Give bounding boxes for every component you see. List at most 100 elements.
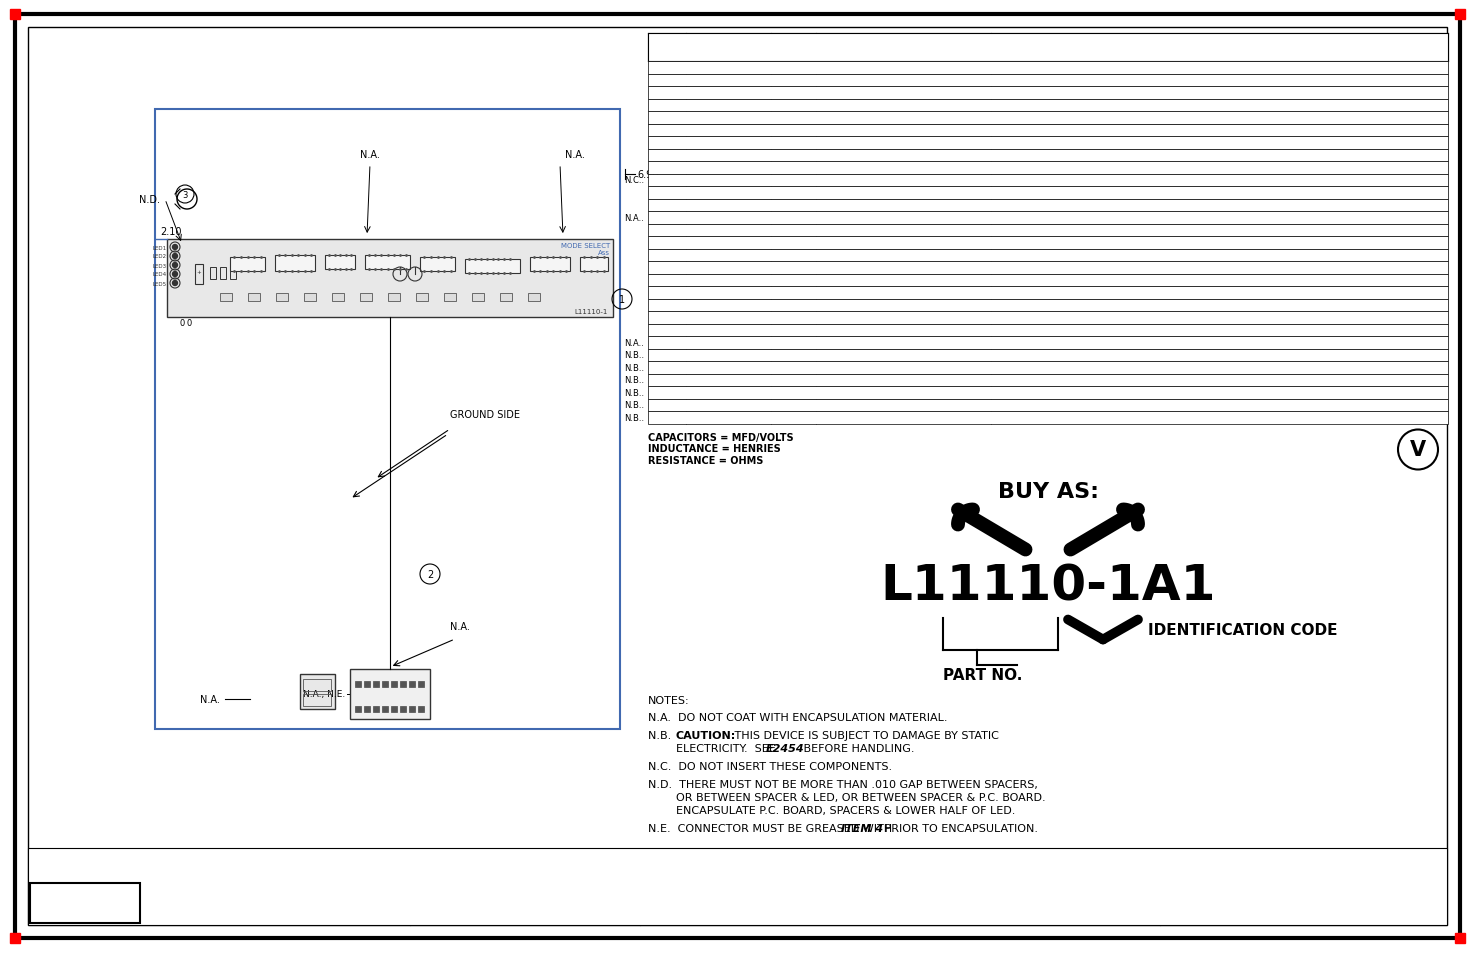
Text: ELECTRIC: ELECTRIC [58,904,112,914]
Bar [400,706,406,712]
Text: 23: 23 [662,351,673,360]
Bar [417,681,423,687]
Text: DESCRIPTION: DESCRIPTION [1187,44,1251,52]
Text: S10248-10: S10248-10 [687,201,733,210]
Text: E1844 OR WITH EQUIVALENT AS APPROVED: E1844 OR WITH EQUIVALENT AS APPROVED [648,872,875,882]
Text: P.C. BOARD BLANK: P.C. BOARD BLANK [993,64,1072,72]
Text: N.A..: N.A.. [624,213,645,222]
Text: N.C..: N.C.. [624,176,645,185]
Bar [230,268,236,280]
Text: INDUCTANCE = HENRIES: INDUCTANCE = HENRIES [648,444,780,454]
Text: 1ST INFO.: 1ST INFO. [226,880,255,885]
Text: 14: 14 [662,238,673,248]
Text: S19400-1000: S19400-1000 [687,301,743,310]
Text: C29,C30,C31,C32: C29,C30,C31,C32 [819,189,885,197]
Text: 4: 4 [664,101,670,111]
Text: 10K 1/2W TRIMMER: 10K 1/2W TRIMMER [993,263,1075,273]
Text: S19400-1002: S19400-1002 [687,226,743,235]
Bar [648,99,1448,112]
Text: 100 1/4W: 100 1/4W [993,301,1032,310]
Text: J04: J04 [819,201,830,210]
Text: R15,R16,R17,R18,R19,R26,R27: R15,R16,R17,R18,R19,R26,R27 [819,301,937,310]
Text: S17900-8: S17900-8 [687,351,729,360]
Text: 5: 5 [791,213,796,222]
Text: 1: 1 [791,388,796,397]
Bar [648,287,1448,299]
Text: 1: 1 [791,338,796,348]
Circle shape [173,273,177,277]
Bar [409,706,414,712]
Bar [373,681,379,687]
Text: 17: 17 [662,276,673,285]
Text: 13: 13 [662,226,673,235]
Text: 27: 27 [662,401,673,410]
Bar [167,240,614,317]
Text: R6: R6 [819,276,829,285]
Bar [648,150,1448,162]
Text: LED1: LED1 [153,245,167,251]
Text: 0.1/50V: 0.1/50V [993,138,1025,148]
Text: T13657-11: T13657-11 [687,213,733,222]
Text: 12: 12 [662,213,673,222]
Text: L11110-A: L11110-A [687,64,727,72]
Bar [364,706,370,712]
Text: 4: 4 [791,189,796,197]
Text: 4.75K 1/4W: 4.75K 1/4W [993,251,1041,260]
Text: BEFORE HANDLING.: BEFORE HANDLING. [799,743,914,754]
Bar [416,294,428,302]
Text: 2: 2 [791,263,796,273]
Bar [302,695,330,706]
Text: N.A.  DO NOT COAT WITH ENCAPSULATION MATERIAL.: N.A. DO NOT COAT WITH ENCAPSULATION MATE… [648,713,947,722]
Text: 1: 1 [791,314,796,322]
Text: ITEM: ITEM [655,44,678,52]
Text: 267 1/4W: 267 1/4W [993,314,1034,322]
Text: Dwg. Sheet No.: Dwg. Sheet No. [226,863,274,868]
Text: APPROVED:: APPROVED: [226,920,261,925]
Text: 10.0K 1/4W: 10.0K 1/4W [993,226,1041,235]
Text: IC,PI/SO 8-BIT(SS) SHIFT REGISTER: IC,PI/SO 8-BIT(SS) SHIFT REGISTER [993,388,1139,397]
Text: S17900-28: S17900-28 [687,375,733,385]
Text: R21,R23: R21,R23 [819,326,850,335]
Text: 19: 19 [662,301,673,310]
Bar [391,681,397,687]
Text: 20: 20 [662,314,673,322]
Text: S19400-2670: S19400-2670 [687,314,743,322]
Text: S16668-5: S16668-5 [687,164,729,172]
Text: X5: X5 [819,401,827,410]
Bar [304,294,316,302]
Text: 1: 1 [791,76,796,85]
Bar [648,62,1448,74]
Bar [465,260,521,274]
Text: L11110-1A1: L11110-1A1 [881,562,1215,610]
Text: DESIGN INFORMATION: DESIGN INFORMATION [333,863,403,868]
Text: FOR ITEMS BELOW REFER TO ELECTRONIC COMPONENT DATABASE FOR COMPONENT SPECIFICATI: FOR ITEMS BELOW REFER TO ELECTRONIC COMP… [872,115,1224,121]
Bar [28,848,1447,925]
Text: E3699: E3699 [687,101,714,111]
Text: R2,R4: R2,R4 [819,238,841,248]
Text: N.A., N.E.: N.A., N.E. [302,690,345,699]
Bar [364,255,410,270]
Text: S13490-40: S13490-40 [687,189,733,197]
Text: 25: 25 [662,375,673,385]
Text: 18: 18 [662,289,673,297]
Bar [580,257,608,272]
Bar [648,387,1448,399]
Bar [472,294,484,302]
Text: CAUTION:: CAUTION: [676,731,736,740]
Bar [648,412,1448,424]
Text: 10: 10 [788,89,799,97]
Text: 8: 8 [664,164,670,172]
Bar [364,681,370,687]
Text: EQUIPMENT TYPE: EQUIPMENT TYPE [488,865,562,874]
Bar [409,681,414,687]
Text: UNLESS OTHERWISE SPECIFIED TOLERANCES:: UNLESS OTHERWISE SPECIFIED TOLERANCES: [32,865,176,870]
Text: 11: 11 [662,201,673,210]
Bar [648,299,1448,312]
Text: 2: 2 [664,76,670,85]
Bar [155,110,620,729]
Text: 1: 1 [791,363,796,373]
Text: IC,10-BIT (SS) A/D CONVERTER: IC,10-BIT (SS) A/D CONVERTER [993,401,1122,410]
Text: MATERIAL TOLERANCE (?) TO AGREE: MATERIAL TOLERANCE (?) TO AGREE [32,906,148,911]
Text: RE:: RE: [226,900,235,905]
Text: DRAWN BY:  N.U.: DRAWN BY: N.U. [226,890,277,895]
